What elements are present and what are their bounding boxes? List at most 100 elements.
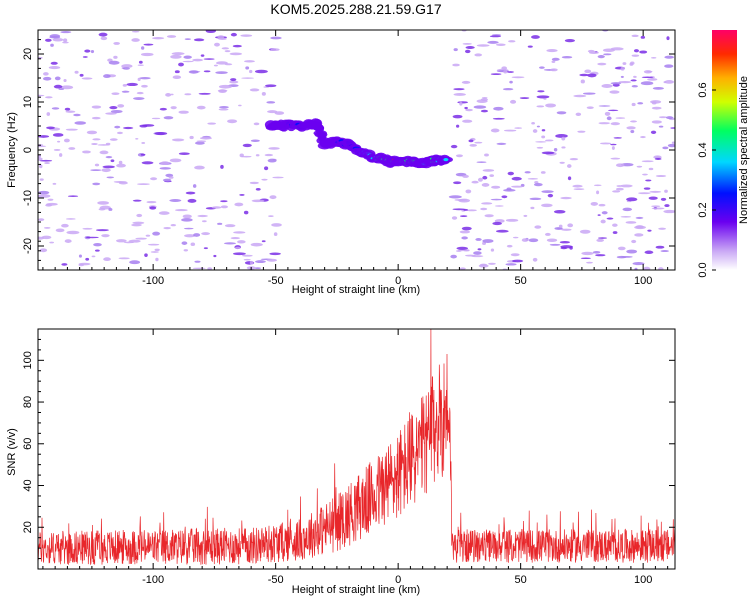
spectrogram-noise-cell — [453, 93, 466, 96]
spectrogram-noise-cell — [660, 250, 670, 253]
spectrogram-noise-cell — [254, 260, 266, 264]
spectrogram-noise-cell — [269, 195, 277, 200]
spectrogram-noise-cell — [505, 218, 519, 222]
spectrogram-noise-cell — [521, 238, 529, 242]
spectrogram-noise-cell — [451, 216, 458, 220]
spectrogram-noise-cell — [249, 181, 259, 185]
spectrogram-noise-cell — [273, 232, 278, 237]
spectrogram-noise-cell — [211, 206, 222, 209]
snr-xtick-label: 50 — [515, 574, 527, 586]
spectrogram-noise-cell — [606, 217, 614, 220]
spectrogram-noise-cell — [598, 122, 611, 125]
spectrogram-noise-cell — [266, 101, 276, 104]
spectrogram-noise-cell — [52, 133, 64, 137]
spectrogram-noise-cell — [84, 49, 91, 53]
spectrogram-xtick-label: -100 — [142, 275, 164, 287]
spectrogram-noise-cell — [559, 241, 571, 244]
colorbar-label: Normalized spectral amplitude — [738, 76, 750, 224]
spectrogram-noise-cell — [224, 63, 233, 66]
spectrogram-noise-cell — [201, 232, 211, 236]
spectrogram-noise-cell — [655, 245, 665, 249]
spectrogram-noise-cell — [91, 105, 102, 109]
spectrogram-noise-cell — [121, 90, 130, 93]
spectrogram-noise-cell — [459, 230, 471, 234]
spectrogram-noise-cell — [492, 221, 502, 226]
spectrogram-noise-cell — [615, 163, 625, 168]
spectrogram-noise-cell — [543, 98, 547, 100]
spectrogram-noise-cell — [60, 31, 72, 34]
spectrogram-noise-cell — [512, 236, 519, 239]
spectrogram-noise-cell — [663, 81, 667, 84]
spectrogram-ytick-label: -20 — [22, 238, 34, 254]
snr-frame — [37, 328, 676, 570]
spectrogram-noise-cell — [91, 142, 98, 146]
spectrogram-noise-cell — [59, 153, 63, 157]
spectrogram-noise-cell — [95, 229, 109, 232]
spectrogram-noise-cell — [597, 214, 601, 216]
spectrogram-noise-cell — [663, 209, 675, 214]
spectrogram-noise-cell — [103, 257, 111, 262]
spectrogram-noise-cell — [550, 68, 558, 72]
spectrogram-noise-cell — [631, 239, 637, 244]
spectrogram-noise-cell — [584, 69, 592, 74]
spectrogram-noise-cell — [38, 194, 51, 198]
spectrogram-noise-cell — [634, 267, 638, 270]
spectrogram-noise-cell — [274, 111, 285, 115]
spectrogram-noise-cell — [181, 241, 188, 245]
spectrogram-noise-cell — [241, 254, 253, 257]
spectrogram-noise-cell — [192, 267, 206, 270]
spectrogram-noise-cell — [39, 178, 44, 181]
spectrogram-noise-cell — [249, 69, 253, 74]
spectrogram-noise-cell — [541, 129, 546, 132]
spectrogram-noise-cell — [506, 244, 513, 248]
spectrogram-noise-cell — [242, 143, 252, 148]
spectrogram-noise-cell — [109, 138, 118, 141]
spectrogram-noise-cell — [582, 92, 596, 95]
spectrogram-noise-cell — [541, 203, 553, 208]
spectrogram-noise-cell — [647, 78, 658, 81]
snr-ytick-label: 40 — [22, 479, 34, 491]
spectrogram-noise-cell — [595, 254, 606, 257]
spectrogram-noise-cell — [128, 239, 141, 243]
spectrogram-noise-cell — [620, 75, 624, 78]
spectrogram-noise-cell — [239, 193, 245, 196]
spectrogram-noise-cell — [651, 207, 665, 210]
spectrogram-noise-cell — [610, 47, 624, 51]
spectrogram-noise-cell — [480, 109, 488, 113]
spectrogram-noise-cell — [662, 146, 669, 150]
spectrogram-noise-cell — [98, 32, 108, 37]
spectrogram-noise-cell — [137, 77, 141, 82]
spectrogram-noise-cell — [453, 48, 458, 52]
spectrogram-noise-cell — [544, 139, 554, 142]
spectrogram-noise-cell — [638, 192, 651, 195]
spectrogram-noise-cell — [527, 45, 533, 48]
spectrogram-noise-cell — [203, 247, 208, 250]
spectrogram-noise-cell — [579, 229, 591, 234]
spectrogram-noise-cell — [523, 214, 528, 217]
spectrogram-noise-cell — [465, 46, 475, 49]
spectrogram-noise-cell — [165, 93, 172, 97]
spectrogram-noise-cell — [101, 234, 110, 238]
spectrogram-noise-cell — [644, 250, 654, 255]
spectrogram-noise-cell — [74, 70, 79, 74]
snr-ylabel: SNR (v/v) — [6, 428, 18, 476]
spectrogram-noise-cell — [504, 129, 517, 132]
spectrogram-noise-cell — [74, 121, 87, 125]
spectrogram-noise-cell — [560, 196, 572, 200]
colorbar-tick-label: 0.4 — [697, 142, 709, 157]
spectrogram-noise-cell — [49, 241, 55, 244]
spectrogram-noise-cell — [607, 109, 619, 112]
spectrogram-noise-cell — [651, 120, 662, 124]
spectrogram-noise-cell — [230, 78, 237, 82]
colorbar: 0.0 0.2 0.4 0.6 Normalized spectral amplitu… — [697, 30, 750, 278]
spectrogram-noise-cell — [261, 178, 268, 181]
spectrogram-noise-cell — [465, 108, 473, 112]
spectrogram-noise-cell — [527, 177, 538, 180]
spectrogram-noise-cell — [81, 77, 93, 80]
spectrogram-noise-cell — [567, 176, 572, 181]
spectrogram-noise-cell — [655, 175, 667, 178]
spectrogram-noise-cell — [189, 135, 194, 140]
snr-series-line — [38, 329, 675, 565]
spectrogram-noise-cell — [86, 130, 98, 135]
spectrogram-noise-cell — [108, 60, 120, 65]
